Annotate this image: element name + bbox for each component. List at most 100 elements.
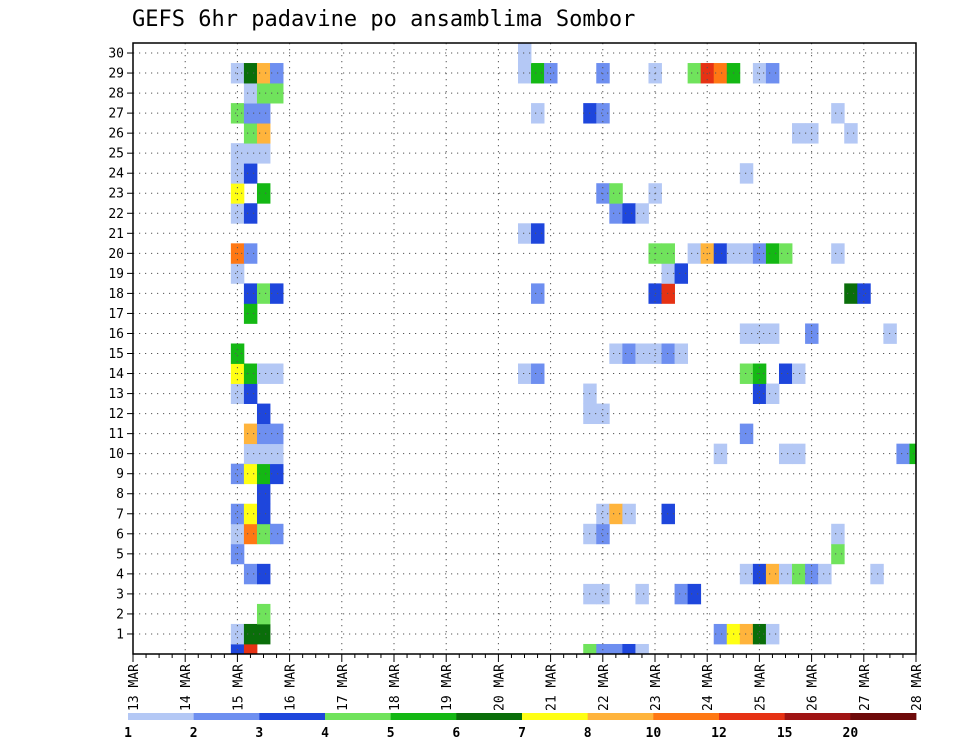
heatmap-cell xyxy=(609,183,623,204)
x-tick-label: 19 MAR xyxy=(440,664,455,711)
heatmap-cell xyxy=(909,443,917,465)
y-tick-label: 15 xyxy=(108,347,124,362)
heatmap-cell xyxy=(739,323,754,344)
y-tick-label: 7 xyxy=(116,507,124,522)
heatmap-cell xyxy=(739,623,754,645)
heatmap-cell xyxy=(230,203,245,224)
y-tick-label: 26 xyxy=(108,127,124,142)
x-tick-label: 28 MAR xyxy=(910,664,925,711)
heatmap-cell xyxy=(243,643,258,655)
legend-label: 12 xyxy=(711,726,727,741)
heatmap-cell xyxy=(517,363,532,384)
heatmap-cell xyxy=(778,563,793,585)
heatmap-cell xyxy=(256,523,271,545)
heatmap-cell xyxy=(270,423,284,445)
y-tick-label: 25 xyxy=(108,147,124,162)
legend-label: 2 xyxy=(190,726,198,741)
heatmap-cell xyxy=(256,63,271,84)
heatmap-cell xyxy=(256,603,271,625)
x-tick-label: 23 MAR xyxy=(649,664,664,711)
legend-label: 4 xyxy=(321,726,329,741)
x-tick-label: 13 MAR xyxy=(127,664,142,711)
color-legend: 1 2 3 4 5 6 7 8 10 12 15 20 xyxy=(124,713,917,741)
heatmap-cell xyxy=(256,283,271,304)
y-tick-label: 14 xyxy=(108,367,124,382)
heatmap-cell xyxy=(635,343,649,364)
heatmap-cell xyxy=(243,423,258,445)
heatmap-cell xyxy=(739,363,754,384)
heatmap-cell xyxy=(531,363,545,384)
heatmap-cell xyxy=(270,363,284,384)
y-tick-label: 2 xyxy=(116,607,124,622)
x-tick-label: 25 MAR xyxy=(753,664,768,711)
legend-color-swatch xyxy=(259,713,326,720)
x-tick-label: 20 MAR xyxy=(492,664,507,711)
heatmap-cell xyxy=(270,523,284,545)
legend-label: 15 xyxy=(777,726,793,741)
heatmap-cell xyxy=(661,283,675,304)
heatmap-cell xyxy=(609,203,623,224)
heatmap-cell xyxy=(622,343,636,364)
heatmap-cell xyxy=(765,383,780,404)
heatmap-cell xyxy=(243,243,258,264)
heatmap-cell xyxy=(596,503,610,525)
y-tick-label: 1 xyxy=(116,627,124,642)
y-tick-label: 24 xyxy=(108,167,124,182)
y-tick-label: 21 xyxy=(108,227,124,242)
heatmap-cell xyxy=(713,443,728,465)
heatmap-cell xyxy=(622,503,636,525)
heatmap-cell xyxy=(765,323,780,344)
heatmap-cell xyxy=(896,443,910,465)
heatmap-cell xyxy=(739,243,754,264)
heatmap-cell xyxy=(765,623,780,645)
heatmap-cell xyxy=(609,643,623,655)
x-axis: 13 MAR 14 MAR 15 MAR 16 MAR 17 MAR 18 MAR 19 M… xyxy=(127,654,925,711)
heatmap-cell xyxy=(661,263,675,284)
legend-label: 8 xyxy=(584,726,592,741)
heatmap-cell xyxy=(713,63,728,84)
y-tick-label: 28 xyxy=(108,87,124,102)
x-tick-label: 17 MAR xyxy=(336,664,351,711)
legend-color-swatch xyxy=(193,713,260,720)
heatmap-cell xyxy=(270,443,284,465)
heatmap-cell xyxy=(243,463,258,485)
y-tick-label: 20 xyxy=(108,247,124,262)
heatmap-cell xyxy=(531,63,545,84)
x-tick-label: 15 MAR xyxy=(231,664,246,711)
heatmap-cell xyxy=(792,563,806,585)
y-tick-label: 30 xyxy=(108,47,124,62)
legend-color-swatch xyxy=(456,713,523,720)
heatmap-cell xyxy=(752,323,767,344)
heatmap-cell xyxy=(270,63,284,84)
heatmap-cell xyxy=(256,363,271,384)
heatmap-cell xyxy=(596,103,610,124)
y-tick-label: 19 xyxy=(108,267,124,282)
heatmap-cell xyxy=(635,583,649,605)
heatmap-cell xyxy=(230,623,245,645)
heatmap-cells xyxy=(230,43,917,655)
legend-color-swatch xyxy=(522,713,589,720)
heatmap-cell xyxy=(752,563,767,585)
heatmap-cell xyxy=(243,163,258,184)
y-tick-label: 18 xyxy=(108,287,124,302)
heatmap-cell xyxy=(661,243,675,264)
heatmap-cell xyxy=(778,243,793,264)
heatmap-cell xyxy=(609,343,623,364)
x-tick-label: 16 MAR xyxy=(284,664,299,711)
y-tick-label: 27 xyxy=(108,107,124,122)
y-tick-label: 17 xyxy=(108,307,124,322)
legend-color-swatch xyxy=(390,713,457,720)
heatmap-cell xyxy=(609,503,623,525)
heatmap-cell xyxy=(256,563,271,585)
heatmap-cell xyxy=(818,563,832,585)
heatmap-cell xyxy=(256,403,271,425)
legend-color-swatch xyxy=(325,713,392,720)
heatmap-cell xyxy=(792,363,806,384)
heatmap-cell xyxy=(752,383,767,404)
heatmap-cell xyxy=(243,363,258,384)
heatmap-cell xyxy=(243,443,258,465)
heatmap-cell xyxy=(230,163,245,184)
heatmap-cell xyxy=(622,643,636,655)
heatmap-cell xyxy=(256,463,271,485)
legend-color-swatch xyxy=(587,713,654,720)
